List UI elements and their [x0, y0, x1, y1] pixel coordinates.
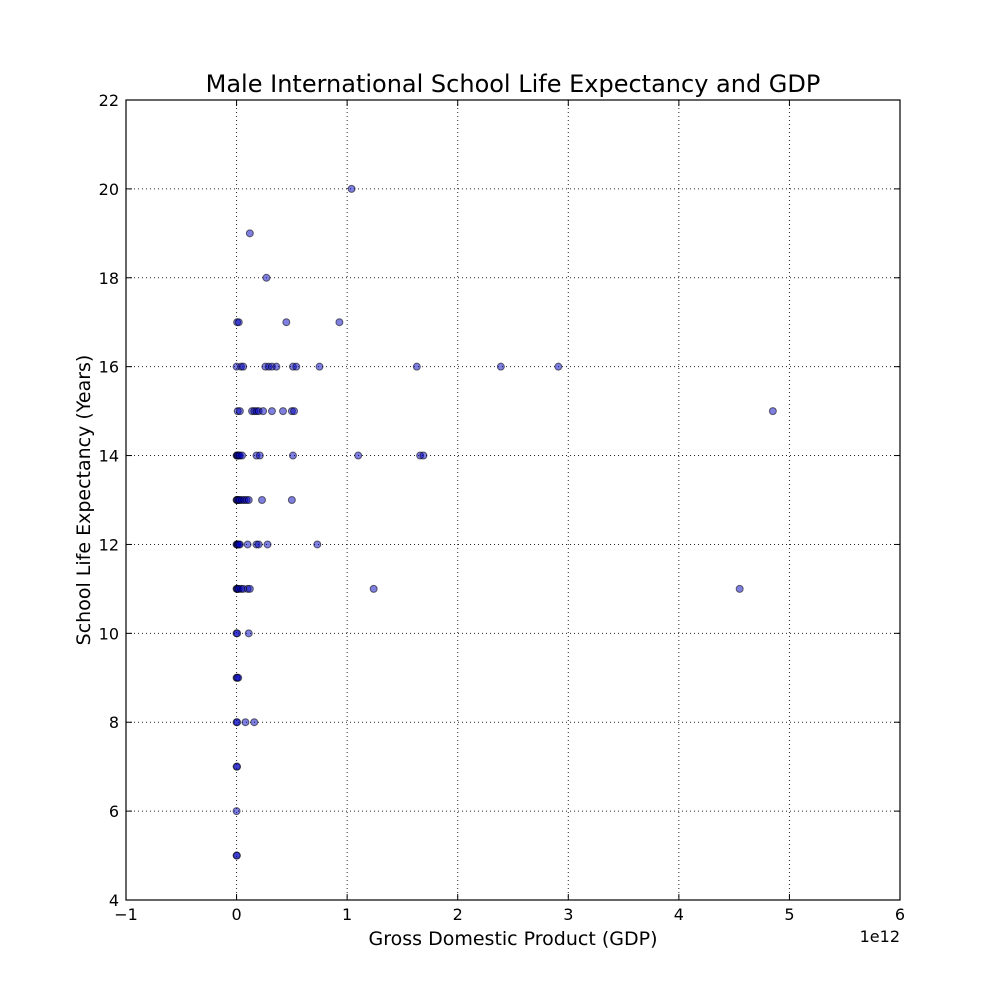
data-point	[335, 318, 344, 327]
x-tick-label: 2	[453, 905, 463, 924]
x-tick-label: 3	[563, 905, 573, 924]
x-tick-label: 4	[674, 905, 684, 924]
data-point	[235, 407, 244, 416]
data-point	[313, 540, 322, 549]
data-point	[354, 451, 363, 460]
y-axis-label: School Life Expectancy (Years)	[73, 355, 95, 646]
data-point	[245, 584, 254, 593]
x-axis-label: Gross Domestic Product (GDP)	[369, 928, 658, 950]
data-point	[241, 718, 250, 727]
data-point	[263, 540, 272, 549]
data-point	[315, 362, 324, 371]
data-point	[232, 807, 241, 816]
data-point	[768, 407, 777, 416]
data-point	[238, 451, 247, 460]
y-tick-label: 8	[109, 713, 119, 732]
data-point	[347, 184, 356, 193]
data-point	[419, 451, 428, 460]
data-point	[232, 851, 241, 860]
chart-title: Male International School Life Expectanc…	[206, 70, 821, 98]
data-point	[267, 407, 276, 416]
data-point	[369, 584, 378, 593]
plot-frame	[125, 99, 901, 901]
y-tick-label: 6	[109, 802, 119, 821]
grid-lines	[126, 100, 900, 900]
x-axis-offset-label: 1e12	[860, 927, 900, 946]
data-point	[262, 273, 271, 282]
data-point	[234, 673, 243, 682]
data-point	[233, 629, 242, 638]
data-point	[735, 584, 744, 593]
data-point	[235, 540, 244, 549]
data-point	[554, 362, 563, 371]
data-point	[233, 718, 242, 727]
data-point	[234, 318, 243, 327]
y-tick-label: 10	[99, 624, 119, 643]
data-points	[232, 184, 777, 860]
data-point	[259, 407, 268, 416]
data-point	[412, 362, 421, 371]
data-point	[255, 451, 264, 460]
y-tick-label: 14	[99, 447, 119, 466]
data-point	[254, 540, 263, 549]
y-tick-label: 20	[99, 180, 119, 199]
data-point	[244, 496, 253, 504]
y-tick-label: 4	[109, 891, 119, 910]
x-tick-label: 1	[342, 905, 352, 924]
data-point	[244, 629, 253, 638]
data-point	[282, 318, 291, 327]
data-point	[496, 362, 505, 371]
data-point	[243, 540, 252, 549]
y-tick-label: 16	[99, 358, 119, 377]
y-tick-label: 12	[99, 535, 119, 554]
y-tick-label: 18	[99, 269, 119, 288]
data-point	[233, 762, 242, 771]
y-tick-label: 22	[99, 91, 119, 110]
x-tick-label: −1	[114, 905, 138, 924]
x-tick-label: 6	[895, 905, 905, 924]
data-point	[258, 496, 267, 504]
data-point	[279, 407, 288, 416]
data-point	[290, 407, 299, 416]
data-point	[287, 496, 296, 504]
data-point	[250, 718, 259, 727]
x-tick-label: 0	[231, 905, 241, 924]
data-point	[288, 451, 297, 460]
data-point	[239, 362, 248, 371]
data-point	[245, 229, 254, 238]
x-tick-label: 5	[784, 905, 794, 924]
data-point	[272, 362, 281, 371]
data-point	[292, 362, 301, 371]
